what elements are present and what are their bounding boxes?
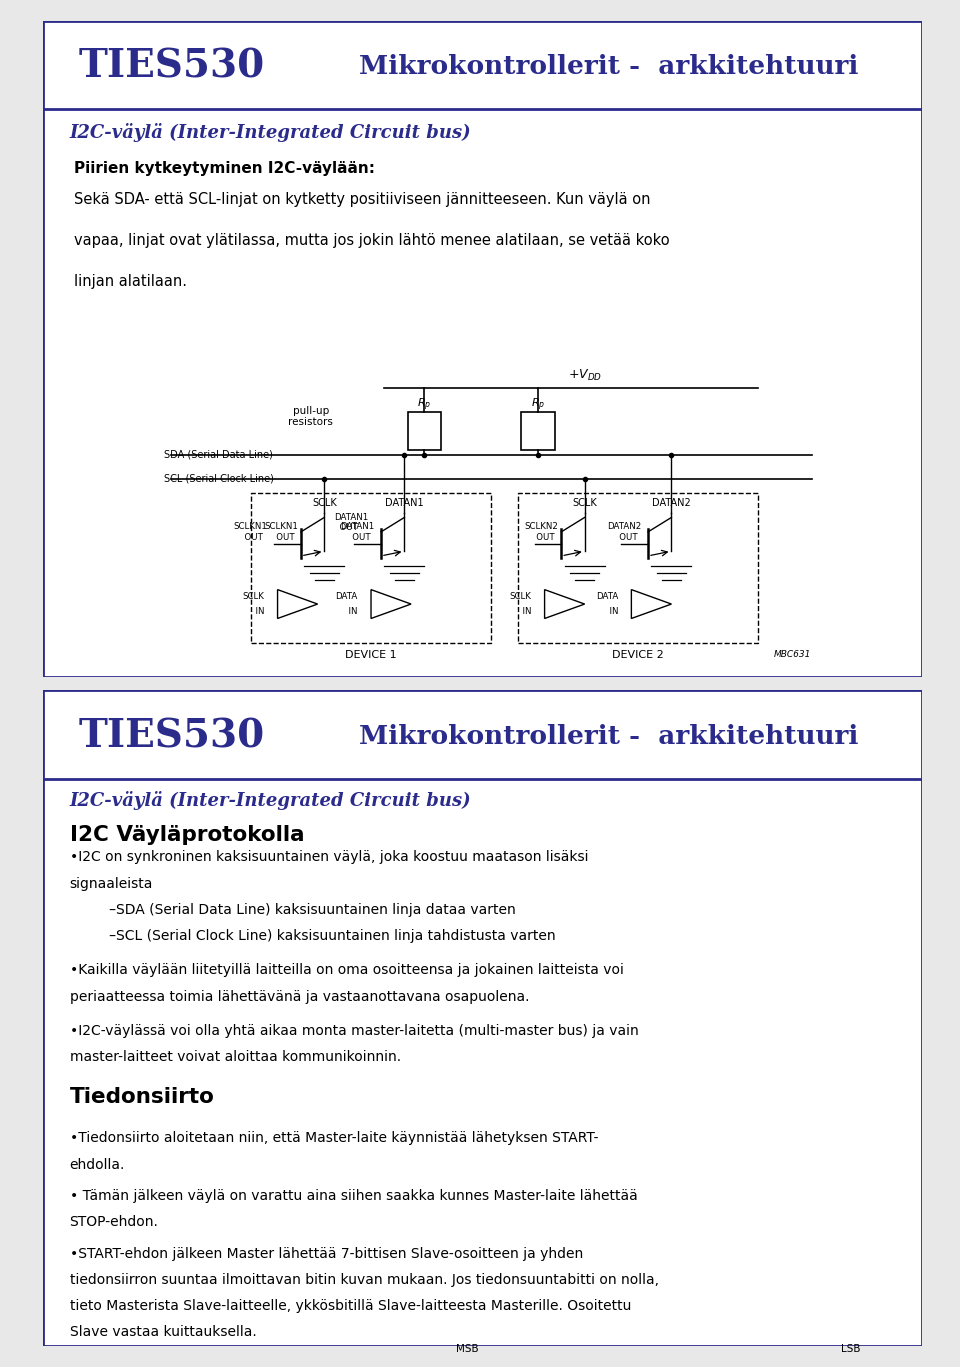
- Text: SCLK: SCLK: [242, 592, 264, 601]
- Text: DATAN1: DATAN1: [385, 498, 423, 509]
- Text: MBC631: MBC631: [775, 649, 811, 659]
- Text: •START-ehdon jälkeen Master lähettää 7-bittisen Slave-osoitteen ja yhden: •START-ehdon jälkeen Master lähettää 7-b…: [69, 1247, 583, 1260]
- Text: Tiedonsiirto: Tiedonsiirto: [69, 1087, 214, 1107]
- Bar: [812, 1357, 860, 1367]
- Text: vapaa, linjat ovat ylätilassa, mutta jos jokin lähtö menee alatilaan, se vetää k: vapaa, linjat ovat ylätilassa, mutta jos…: [74, 234, 669, 247]
- Text: tieto Masterista Slave-laitteelle, ykkösbitillä Slave-laitteesta Masterille. Oso: tieto Masterista Slave-laitteelle, ykkös…: [69, 1299, 631, 1314]
- Text: $R_p$: $R_p$: [418, 396, 432, 413]
- Text: DEVICE 2: DEVICE 2: [612, 649, 664, 660]
- Text: TIES530: TIES530: [79, 48, 265, 85]
- Text: Mikrokontrollerit -  arkkitehtuuri: Mikrokontrollerit - arkkitehtuuri: [359, 723, 859, 749]
- Text: ehdolla.: ehdolla.: [69, 1158, 125, 1172]
- Text: Sekä SDA- että SCL-linjat on kytketty positiiviseen jännitteeseen. Kun väylä on: Sekä SDA- että SCL-linjat on kytketty po…: [74, 193, 651, 208]
- Text: master-laitteet voivat aloittaa kommunikoinnin.: master-laitteet voivat aloittaa kommunik…: [69, 1050, 400, 1064]
- Text: SDA (Serial Data Line): SDA (Serial Data Line): [164, 450, 273, 459]
- Text: •Tiedonsiirto aloitetaan niin, että Master-laite käynnistää lähetyksen START-: •Tiedonsiirto aloitetaan niin, että Mast…: [69, 1132, 598, 1146]
- Text: I2C-väylä (Inter-Integrated Circuit bus): I2C-väylä (Inter-Integrated Circuit bus): [69, 791, 471, 811]
- Text: DATAN1
  OUT: DATAN1 OUT: [334, 513, 369, 532]
- Text: DATAN1
   OUT: DATAN1 OUT: [341, 522, 374, 541]
- Text: •I2C on synkroninen kaksisuuntainen väylä, joka koostuu maatason lisäksi: •I2C on synkroninen kaksisuuntainen väyl…: [69, 850, 588, 864]
- Text: IN: IN: [343, 607, 358, 615]
- Text: IN: IN: [250, 607, 264, 615]
- Text: –SCL (Serial Clock Line) kaksisuuntainen linja tahdistusta varten: –SCL (Serial Clock Line) kaksisuuntainen…: [96, 930, 556, 943]
- Bar: [521, 411, 555, 450]
- Bar: [517, 493, 758, 642]
- Text: $R_p$: $R_p$: [531, 396, 545, 413]
- Text: $+V_{DD}$: $+V_{DD}$: [567, 368, 602, 383]
- Text: signaaleista: signaaleista: [69, 876, 153, 891]
- Text: –SDA (Serial Data Line) kaksisuuntainen linja dataa varten: –SDA (Serial Data Line) kaksisuuntainen …: [96, 904, 516, 917]
- Text: SCLK: SCLK: [510, 592, 531, 601]
- Text: SCLKN2
   OUT: SCLKN2 OUT: [524, 522, 558, 541]
- Text: LSB: LSB: [841, 1344, 860, 1353]
- Text: Piirien kytkeytyminen I2C-väylään:: Piirien kytkeytyminen I2C-väylään:: [74, 161, 375, 175]
- Text: DATA: DATA: [335, 592, 358, 601]
- Text: I2C Väyläprotokolla: I2C Väyläprotokolla: [69, 824, 304, 845]
- Text: SCLK: SCLK: [312, 498, 337, 509]
- Text: TIES530: TIES530: [79, 718, 265, 755]
- Bar: [456, 1357, 812, 1367]
- Text: IN: IN: [516, 607, 531, 615]
- Text: tiedonsiirron suuntaa ilmoittavan bitin kuvan mukaan. Jos tiedonsuuntabitti on n: tiedonsiirron suuntaa ilmoittavan bitin …: [69, 1273, 659, 1286]
- Text: DEVICE 1: DEVICE 1: [346, 649, 396, 660]
- Text: linjan alatilaan.: linjan alatilaan.: [74, 273, 187, 288]
- Text: DATAN2: DATAN2: [652, 498, 691, 509]
- Bar: [251, 493, 492, 642]
- Text: SCLKN1
  OUT: SCLKN1 OUT: [233, 522, 268, 541]
- Text: •I2C-väylässä voi olla yhtä aikaa monta master-laitetta (multi-master bus) ja va: •I2C-väylässä voi olla yhtä aikaa monta …: [69, 1024, 638, 1038]
- Text: Mikrokontrollerit -  arkkitehtuuri: Mikrokontrollerit - arkkitehtuuri: [359, 53, 859, 79]
- Text: DATA: DATA: [596, 592, 618, 601]
- Text: SCL (Serial Clock Line): SCL (Serial Clock Line): [164, 474, 274, 484]
- Text: • Tämän jälkeen väylä on varattu aina siihen saakka kunnes Master-laite lähettää: • Tämän jälkeen väylä on varattu aina si…: [69, 1189, 637, 1203]
- Text: periaatteessa toimia lähettävänä ja vastaanottavana osapuolena.: periaatteessa toimia lähettävänä ja vast…: [69, 990, 529, 1003]
- Text: Slave vastaa kuittauksella.: Slave vastaa kuittauksella.: [69, 1326, 256, 1340]
- Text: I2C-väylä (Inter-Integrated Circuit bus): I2C-väylä (Inter-Integrated Circuit bus): [69, 123, 471, 142]
- Text: STOP-ehdon.: STOP-ehdon.: [69, 1215, 158, 1229]
- Text: pull-up
resistors: pull-up resistors: [289, 406, 333, 428]
- Text: MSB: MSB: [456, 1344, 479, 1353]
- Bar: [408, 411, 441, 450]
- Text: DATAN2
   OUT: DATAN2 OUT: [608, 522, 642, 541]
- Text: •Kaikilla väylään liitetyillä laitteilla on oma osoitteensa ja jokainen laitteis: •Kaikilla väylään liitetyillä laitteilla…: [69, 964, 623, 977]
- Text: SCLKN1
   OUT: SCLKN1 OUT: [264, 522, 298, 541]
- Text: SCLK: SCLK: [572, 498, 597, 509]
- Text: IN: IN: [604, 607, 618, 615]
